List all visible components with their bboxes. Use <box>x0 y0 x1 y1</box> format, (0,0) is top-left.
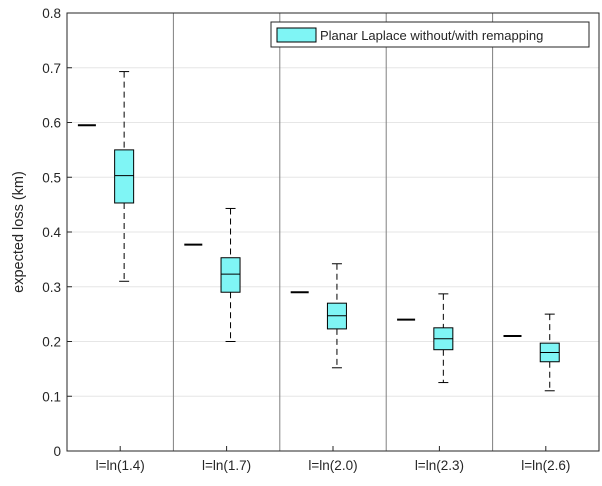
y-tick-label: 0.2 <box>42 335 61 350</box>
x-tick-label: l=ln(1.4) <box>96 458 145 473</box>
with-remapping-box <box>220 257 241 293</box>
y-tick-label: 0.4 <box>42 225 61 240</box>
group-separators <box>172 13 494 451</box>
y-tick-label: 0.1 <box>42 389 61 404</box>
legend-label: Planar Laplace without/with remapping <box>320 28 543 43</box>
x-tick-label: l=ln(2.0) <box>308 458 357 473</box>
x-tick-label: l=ln(2.6) <box>521 458 570 473</box>
x-tick-label: l=ln(1.7) <box>202 458 251 473</box>
y-tick-label: 0 <box>53 444 61 459</box>
data-layer <box>77 71 560 392</box>
y-tick-label: 0.7 <box>42 61 61 76</box>
y-tick-label: 0.5 <box>42 170 61 185</box>
with-remapping-box <box>114 149 135 204</box>
legend-box <box>270 21 590 48</box>
tick-layer: 0 0.1 0.2 0.3 0.4 0.5 0.6 0.7 0.8 l=ln(1.4) l=ln(1… <box>42 6 570 473</box>
x-tick-label: l=ln(2.3) <box>415 458 464 473</box>
legend: Planar Laplace without/with remapping <box>270 21 590 48</box>
y-tick-label: 0.6 <box>42 116 61 131</box>
y-axis-label: expected loss (km) <box>11 171 27 293</box>
legend-swatch <box>276 27 317 43</box>
y-tick-label: 0.8 <box>42 6 61 21</box>
y-tick-label: 0.3 <box>42 280 61 295</box>
grid-layer <box>67 67 599 397</box>
